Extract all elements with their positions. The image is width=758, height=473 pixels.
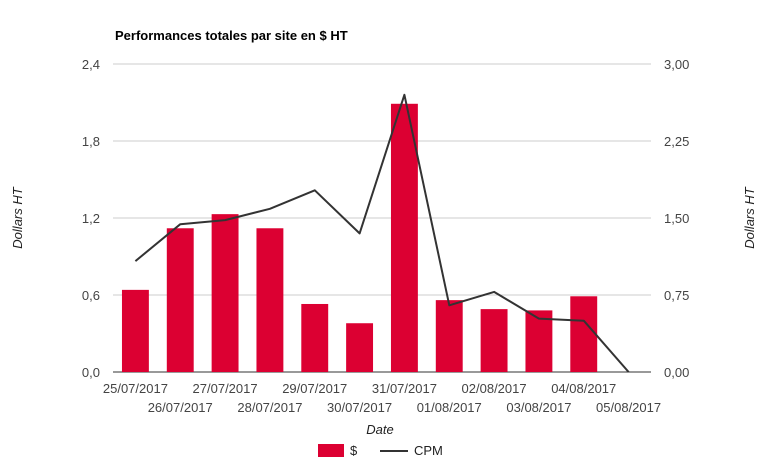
x-tick-label: 01/08/2017: [417, 400, 482, 415]
x-tick-label: 29/07/2017: [282, 381, 347, 396]
right-axis-title: Dollars HT: [742, 186, 757, 248]
x-axis-ticks: 25/07/2017 26/07/2017 27/07/2017 28/07/2017…: [103, 381, 661, 415]
chart-container: Performances totales par site en $ HT 0,…: [0, 0, 758, 473]
bar[interactable]: [436, 300, 463, 372]
y-tick-right: 0,75: [664, 288, 689, 303]
right-axis-ticks: 0,00 0,75 1,50 2,25 3,00: [664, 57, 689, 380]
x-tick-label: 03/08/2017: [506, 400, 571, 415]
y-tick-left: 0,0: [82, 365, 100, 380]
y-tick-right: 0,00: [664, 365, 689, 380]
x-tick-label: 26/07/2017: [148, 400, 213, 415]
x-tick-label: 31/07/2017: [372, 381, 437, 396]
x-axis-title: Date: [366, 422, 393, 437]
chart-title: Performances totales par site en $ HT: [115, 28, 348, 43]
y-tick-right: 1,50: [664, 211, 689, 226]
y-tick-right: 2,25: [664, 134, 689, 149]
legend-label-dollar[interactable]: $: [350, 443, 358, 458]
cpm-line[interactable]: [135, 95, 628, 372]
legend-label-cpm[interactable]: CPM: [414, 443, 443, 458]
bar[interactable]: [256, 228, 283, 372]
x-tick-label: 04/08/2017: [551, 381, 616, 396]
legend-swatch-dollar[interactable]: [318, 444, 344, 457]
y-tick-left: 1,8: [82, 134, 100, 149]
x-tick-label: 27/07/2017: [193, 381, 258, 396]
x-tick-label: 02/08/2017: [462, 381, 527, 396]
bar[interactable]: [212, 214, 239, 372]
x-tick-label: 28/07/2017: [237, 400, 302, 415]
bar[interactable]: [301, 304, 328, 372]
bar[interactable]: [481, 309, 508, 372]
x-tick-label: 05/08/2017: [596, 400, 661, 415]
x-tick-label: 25/07/2017: [103, 381, 168, 396]
y-tick-right: 3,00: [664, 57, 689, 72]
y-tick-left: 2,4: [82, 57, 100, 72]
chart-svg: Performances totales par site en $ HT 0,…: [0, 0, 758, 473]
legend[interactable]: $ CPM: [318, 443, 443, 458]
y-tick-left: 0,6: [82, 288, 100, 303]
left-axis-title: Dollars HT: [10, 186, 25, 248]
bar[interactable]: [167, 228, 194, 372]
y-tick-left: 1,2: [82, 211, 100, 226]
bar[interactable]: [122, 290, 149, 372]
line-series: [135, 95, 628, 372]
left-axis-ticks: 0,0 0,6 1,2 1,8 2,4: [82, 57, 100, 380]
bar-series: [122, 104, 597, 372]
bar[interactable]: [346, 323, 373, 372]
bar[interactable]: [570, 296, 597, 372]
x-tick-label: 30/07/2017: [327, 400, 392, 415]
bar[interactable]: [391, 104, 418, 372]
